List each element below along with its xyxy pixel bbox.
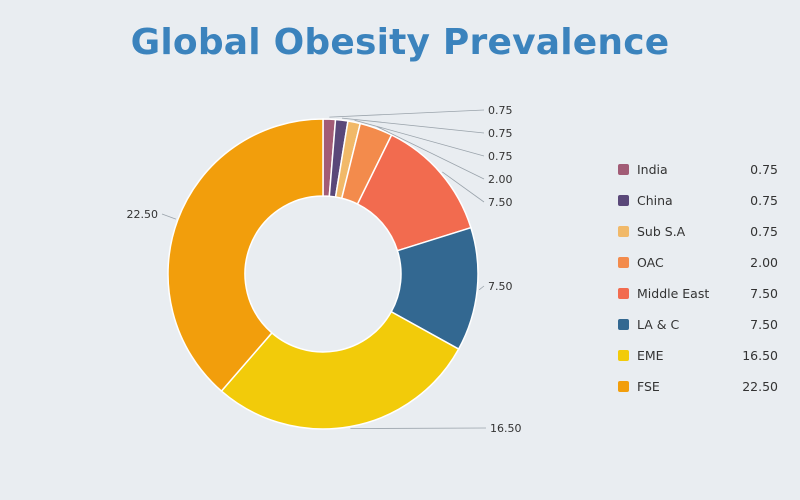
legend-item[interactable]: Middle East 7.50	[618, 278, 778, 309]
leader-line-group	[161, 109, 487, 429]
legend-label: Sub S.A	[637, 224, 686, 239]
legend-value: 7.50	[750, 317, 778, 332]
legend: India 0.75 China 0.75 Sub S.A 0.75 OAC 2.00 Midd…	[618, 154, 778, 402]
leader-line	[350, 427, 487, 429]
legend-item[interactable]: China 0.75	[618, 185, 778, 216]
legend-swatch	[618, 164, 629, 175]
legend-swatch	[618, 288, 629, 299]
legend-value: 16.50	[742, 348, 778, 363]
legend-item[interactable]: India 0.75	[618, 154, 778, 185]
leader-line	[354, 119, 485, 157]
leader-line	[442, 171, 485, 203]
leader-line	[341, 117, 485, 134]
slice-label-group: 0.75 0.75 0.75 2.00 7.50 7.50 16.50 22.50	[127, 104, 522, 435]
slice-value-label: 0.75	[488, 104, 513, 117]
legend-swatch	[618, 226, 629, 237]
legend-label: Middle East	[637, 286, 710, 301]
legend-item[interactable]: EME 16.50	[618, 340, 778, 371]
slice-value-label: 16.50	[490, 422, 522, 435]
legend-value: 22.50	[742, 379, 778, 394]
legend-value: 7.50	[750, 286, 778, 301]
leader-line	[329, 109, 485, 118]
slice-fse[interactable]	[167, 118, 324, 393]
legend-value: 2.00	[750, 255, 778, 270]
chart-title: Global Obesity Prevalence	[130, 22, 670, 63]
leader-line	[478, 285, 485, 291]
legend-item[interactable]: LA & C 7.50	[618, 309, 778, 340]
legend-value: 0.75	[750, 193, 778, 208]
legend-swatch	[618, 381, 629, 392]
legend-swatch	[618, 195, 629, 206]
slice-value-label: 22.50	[127, 208, 159, 221]
slice-value-label: 0.75	[488, 150, 513, 163]
legend-label: FSE	[637, 379, 660, 394]
slice-value-label: 0.75	[488, 127, 513, 140]
legend-swatch	[618, 257, 629, 268]
slice-group	[167, 118, 479, 430]
legend-swatch	[618, 319, 629, 330]
legend-label: OAC	[637, 255, 664, 270]
legend-value: 0.75	[750, 224, 778, 239]
legend-label: EME	[637, 348, 664, 363]
legend-label: India	[637, 162, 668, 177]
legend-item[interactable]: Sub S.A 0.75	[618, 216, 778, 247]
slice-value-label: 7.50	[488, 280, 513, 293]
legend-item[interactable]: OAC 2.00	[618, 247, 778, 278]
slice-eme[interactable]	[220, 310, 460, 430]
slice-value-label: 7.50	[488, 196, 513, 209]
legend-label: China	[637, 193, 673, 208]
legend-value: 0.75	[750, 162, 778, 177]
legend-swatch	[618, 350, 629, 361]
slice-value-label: 2.00	[488, 173, 513, 186]
legend-label: LA & C	[637, 317, 680, 332]
leader-line	[161, 213, 177, 220]
leader-line	[376, 126, 485, 180]
legend-item[interactable]: FSE 22.50	[618, 371, 778, 402]
